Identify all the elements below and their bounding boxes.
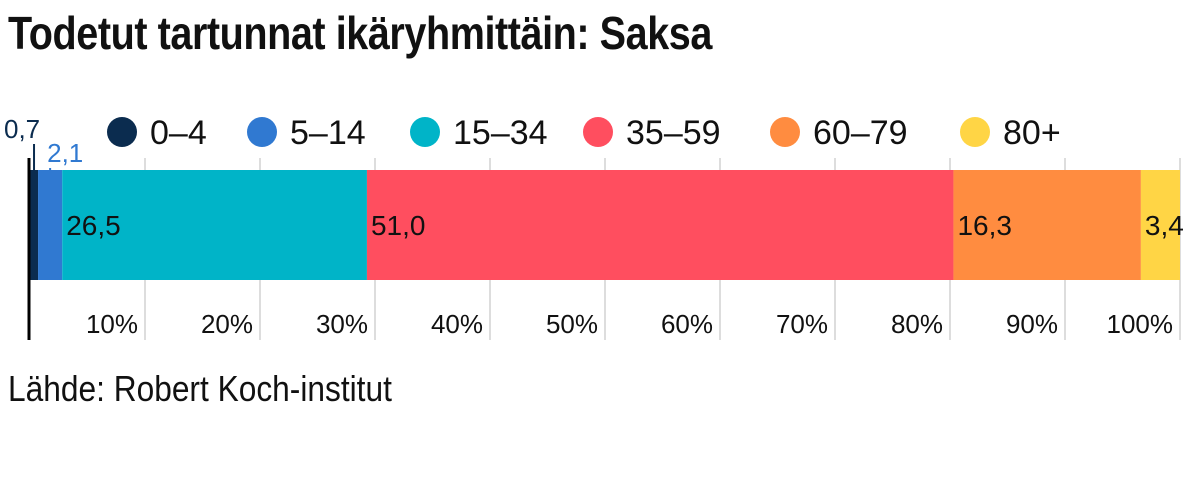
legend-swatch-15–34 — [410, 117, 440, 147]
legend-swatch-80+ — [960, 117, 990, 147]
value-label-60–79: 16,3 — [957, 210, 1012, 241]
legend-label-60–79: 60–79 — [813, 114, 908, 152]
tick-label-50%: 50% — [546, 309, 598, 339]
bar-segment-15–34 — [62, 170, 367, 280]
tick-label-90%: 90% — [1006, 309, 1058, 339]
legend-swatch-35–59 — [583, 117, 613, 147]
legend-swatch-5–14 — [247, 117, 277, 147]
x-axis-tick-labels: 10% 20% 30% 40% 50% 60% 70% 80% 90% 100% — [86, 309, 1173, 339]
bar-segment-35–59 — [366, 170, 954, 280]
tick-label-100%: 100% — [1107, 309, 1174, 339]
tick-label-70%: 70% — [776, 309, 828, 339]
bar-segment-0–4 — [30, 170, 39, 280]
legend-swatch-60–79 — [770, 117, 800, 147]
tick-label-30%: 30% — [316, 309, 368, 339]
tick-label-60%: 60% — [661, 309, 713, 339]
value-label-15–34: 26,5 — [66, 210, 121, 241]
tick-label-20%: 20% — [201, 309, 253, 339]
value-label-5–14: 2,1 — [47, 138, 83, 168]
legend-label-0–4: 0–4 — [150, 114, 207, 152]
bar-segment-80+ — [1140, 170, 1180, 280]
value-label-35–59: 51,0 — [371, 210, 426, 241]
legend: 0–4 5–14 15–34 35–59 60–79 80+ — [107, 114, 1061, 152]
value-label-0–4: 0,7 — [4, 114, 40, 144]
legend-label-5–14: 5–14 — [290, 114, 366, 152]
bar-value-labels: 0,72,1 26,5 51,0 16,3 3,4 — [4, 114, 1184, 241]
tick-label-40%: 40% — [431, 309, 483, 339]
tick-label-10%: 10% — [86, 309, 138, 339]
bar-segment-5–14 — [38, 170, 63, 280]
legend-label-35–59: 35–59 — [626, 114, 721, 152]
value-label-80+: 3,4 — [1145, 210, 1184, 241]
source-note: Lähde: Robert Koch-institut — [8, 368, 392, 409]
chart-title: Todetut tartunnat ikäryhmittäin: Saksa — [8, 7, 712, 59]
bar-segments — [30, 170, 1180, 280]
tick-label-80%: 80% — [891, 309, 943, 339]
legend-swatch-0–4 — [107, 117, 137, 147]
legend-label-15–34: 15–34 — [453, 114, 548, 152]
stacked-bar-chart: 0–4 5–14 15–34 35–59 60–79 80+ 0,72,1 26,5 51,0… — [4, 114, 1184, 340]
legend-label-80+: 80+ — [1003, 114, 1061, 152]
bar-segment-60–79 — [953, 170, 1141, 280]
